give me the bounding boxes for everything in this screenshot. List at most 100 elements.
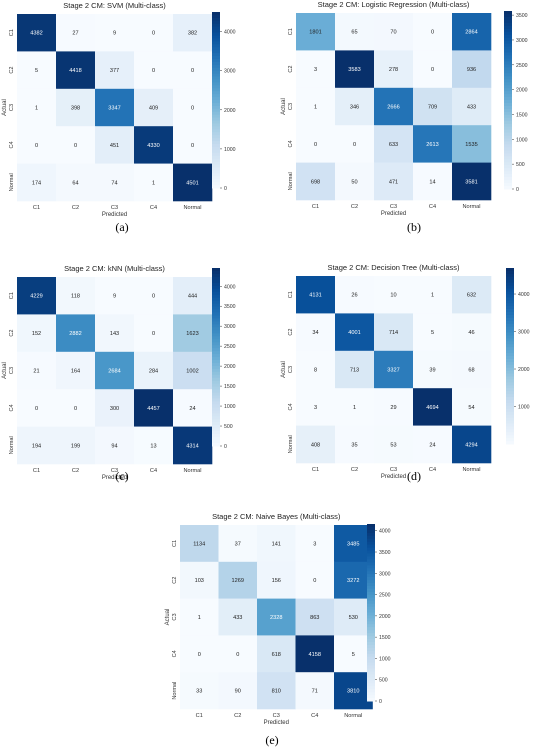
colorbar-segment [212, 348, 220, 352]
colorbar-segment [506, 300, 514, 304]
colorbar-segment [506, 285, 514, 290]
heatmap-cell [452, 425, 492, 464]
heatmap-cell [17, 277, 57, 315]
colorbar-segment [504, 34, 512, 39]
colorbar-tick-label: 2500 [379, 593, 391, 599]
y-axis-label: Actual [2, 362, 8, 379]
cell-value-label: 5 [35, 68, 38, 74]
cell-value-label: 152 [32, 331, 41, 337]
heatmap-cell [335, 388, 375, 426]
cell-value-label: 4001 [348, 330, 360, 336]
confusion-matrix-panel: Stage 2 CM: SVM (Multi-class) 4382 27 9 0 382… [2, 1, 236, 234]
colorbar: 0 500 1000 1500 2000 2500 3000 3500 4000 [212, 268, 236, 450]
cell-value-label: 0 [236, 652, 239, 658]
heatmap-cell [413, 125, 453, 163]
colorbar-segment [504, 97, 512, 101]
colorbar-segment [367, 677, 375, 681]
cell-value-label: 2864 [465, 30, 477, 36]
colorbar-segment [504, 141, 512, 145]
colorbar-segment [212, 342, 220, 346]
colorbar-segment [506, 373, 514, 378]
colorbar-tick-label: 3500 [379, 550, 391, 556]
heatmap-cell [134, 351, 174, 390]
cell-value-label: 0 [74, 143, 77, 149]
colorbar-segment [212, 129, 220, 133]
colorbar-segment [506, 361, 514, 366]
cell-value-label: 53 [390, 442, 396, 448]
colorbar-segment [504, 150, 512, 154]
heatmap-cell [413, 162, 453, 201]
heatmap-cell [180, 635, 219, 673]
colorbar-tick-label: 4000 [379, 529, 391, 535]
cell-value-label: 433 [467, 105, 476, 111]
cell-value-label: 1801 [309, 30, 321, 36]
cell-value-label: 1 [152, 180, 155, 186]
x-tick-label: C2 [351, 467, 358, 473]
heatmap-cell [173, 277, 213, 315]
heatmap-cell [56, 426, 96, 465]
colorbar-segment [506, 303, 514, 307]
cell-value-label: 863 [310, 615, 319, 621]
colorbar-tick-label: 4000 [224, 30, 236, 36]
colorbar-segment [506, 314, 514, 319]
colorbar-segment [504, 40, 512, 45]
colorbar-segment [506, 332, 514, 336]
heatmap-cell [334, 672, 373, 710]
colorbar-segment [504, 186, 512, 190]
colorbar-segment [367, 609, 375, 613]
colorbar-segment [367, 606, 375, 611]
heatmap-cell [295, 561, 335, 599]
colorbar-segment [212, 70, 220, 75]
heatmap-cell [218, 561, 258, 599]
x-tick-label: C4 [429, 204, 436, 210]
colorbar-segment [212, 135, 220, 139]
cell-value-label: 199 [71, 443, 80, 449]
cell-value-label: 4158 [309, 652, 321, 658]
x-tick-label: C2 [234, 713, 241, 719]
colorbar-segment [504, 135, 512, 140]
cell-value-label: 1 [35, 106, 38, 112]
colorbar-segment [506, 338, 514, 342]
colorbar-segment [212, 23, 220, 28]
cell-value-label: 3810 [347, 689, 359, 695]
colorbar-segment [212, 114, 220, 119]
colorbar-segment [367, 695, 375, 699]
colorbar-segment [212, 185, 220, 189]
panel-caption: (d) [407, 469, 421, 483]
colorbar-segment [367, 689, 375, 693]
colorbar-segment [504, 85, 512, 89]
colorbar-segment [506, 347, 514, 351]
colorbar-tick-label: 1500 [224, 384, 236, 390]
colorbar-segment [212, 32, 220, 36]
heatmap-cell [374, 388, 414, 426]
colorbar-segment [212, 56, 220, 60]
cell-value-label: 0 [152, 331, 155, 337]
cell-value-label: 0 [74, 406, 77, 412]
cell-value-label: 3 [314, 67, 317, 73]
colorbar-segment [504, 144, 512, 148]
heatmap-cell [335, 13, 375, 51]
heatmap-cell [374, 313, 414, 352]
colorbar-tick-label: 3000 [516, 38, 528, 44]
cell-value-label: 3347 [108, 106, 120, 112]
colorbar-segment [212, 374, 220, 379]
heatmap-cell [173, 14, 213, 52]
colorbar-tick-label: 500 [224, 424, 233, 430]
colorbar-segment [504, 76, 512, 80]
colorbar-segment [367, 621, 375, 625]
heatmap-cell [218, 525, 258, 563]
colorbar-segment [506, 306, 514, 310]
colorbar-segment [212, 132, 220, 136]
colorbar-segment [504, 73, 512, 77]
y-tick-label: C1 [172, 540, 178, 547]
heatmap-cell [452, 162, 492, 201]
colorbar-segment [367, 630, 375, 634]
colorbar-segment [212, 357, 220, 361]
heatmap-cell [56, 314, 96, 353]
heatmap-cell [334, 561, 373, 599]
panel-caption: (c) [115, 469, 128, 483]
colorbar-segment [212, 383, 220, 388]
colorbar-segment [212, 336, 220, 340]
colorbar-segment [506, 317, 514, 322]
heatmap-cell [134, 88, 174, 127]
